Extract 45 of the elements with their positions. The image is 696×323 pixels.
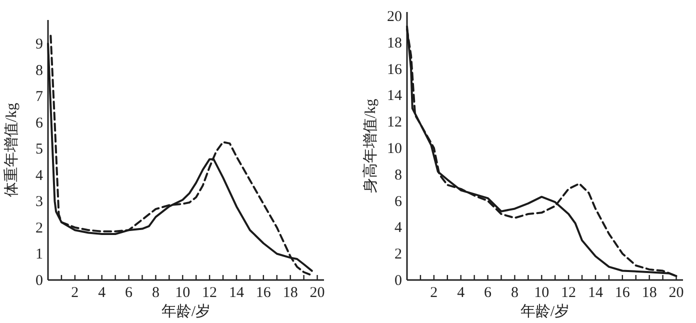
x-axis-title: 年龄/岁 (520, 303, 570, 320)
y-tick-label: 6 (394, 194, 402, 210)
y-tick-label: 4 (394, 220, 402, 236)
x-tick-label: 14 (228, 285, 244, 301)
y-tick-label: 18 (387, 35, 402, 52)
x-tick-label: 4 (457, 285, 466, 301)
y-tick-label: 0 (36, 273, 43, 289)
y-tick-label: 2 (36, 220, 43, 236)
y-tick-label: 16 (387, 62, 402, 78)
x-tick-label: 6 (125, 285, 134, 301)
x-tick-label: 12 (202, 285, 218, 301)
y-tick-label: 6 (36, 115, 44, 132)
x-tick-label: 16 (614, 285, 630, 301)
y-tick-label: 2 (394, 246, 402, 263)
y-tick-label: 8 (36, 62, 43, 79)
x-tick-label: 10 (175, 285, 190, 301)
x-tick-label: 18 (282, 285, 298, 301)
x-tick-label: 12 (561, 285, 576, 301)
y-tick-label: 10 (387, 140, 402, 157)
y-tick-label: 4 (36, 168, 44, 184)
y-tick-label: 5 (36, 142, 43, 158)
x-tick-label: 8 (510, 285, 518, 301)
x-tick-label: 4 (98, 285, 106, 301)
x-tick-label: 20 (668, 285, 684, 301)
x-tick-label: 10 (534, 285, 550, 301)
y-tick-label: 9 (36, 36, 43, 53)
y-tick-label: 14 (387, 88, 402, 104)
x-tick-label: 8 (152, 285, 160, 301)
y-tick-label: 12 (387, 114, 402, 131)
x-tick-label: 2 (71, 285, 79, 301)
y-tick-label: 8 (394, 167, 402, 184)
y-tick-label: 0 (394, 273, 402, 289)
y-tick-label: 20 (387, 8, 402, 25)
y-axis-title: 体重年增值/kg (3, 102, 20, 198)
x-tick-label: 6 (484, 285, 492, 301)
x-tick-label: 18 (642, 285, 657, 301)
x-tick-label: 20 (310, 285, 325, 301)
x-tick-label: 2 (430, 285, 438, 301)
y-tick-label: 7 (36, 89, 44, 106)
x-axis-title: 年龄/岁 (161, 303, 211, 320)
x-tick-label: 14 (588, 285, 604, 301)
x-tick-label: 16 (256, 285, 272, 301)
y-tick-label: 1 (36, 246, 43, 263)
y-axis-title: 身高年增值/kg (362, 98, 379, 194)
y-tick-label: 3 (36, 194, 43, 210)
